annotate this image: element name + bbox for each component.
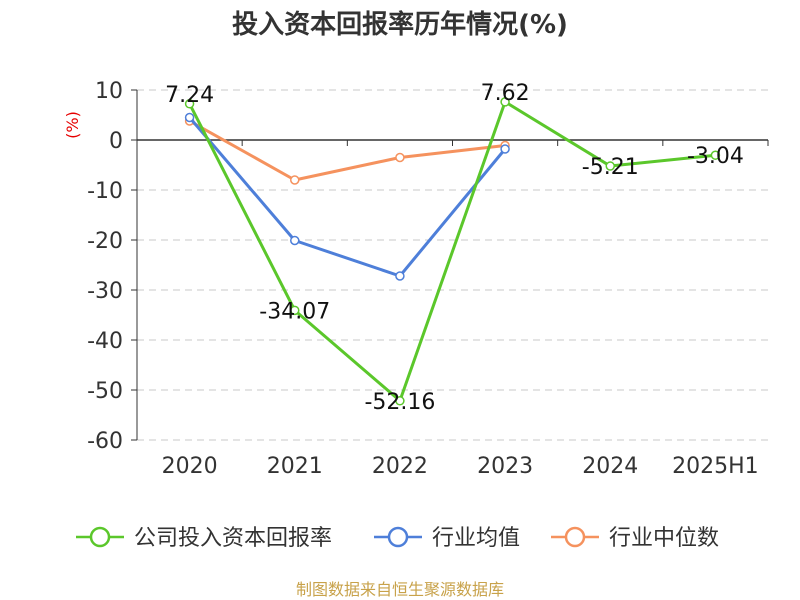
y-tick-label: 10 bbox=[95, 79, 123, 104]
x-tick-label: 2023 bbox=[477, 454, 533, 479]
chart-title: 投入资本回报率历年情况(%) bbox=[232, 9, 568, 40]
legend-marker-icon bbox=[387, 526, 409, 548]
x-tick-label: 2022 bbox=[372, 454, 428, 479]
data-point bbox=[395, 396, 405, 406]
data-point bbox=[290, 235, 300, 246]
y-tick-label: -50 bbox=[87, 379, 123, 404]
legend-label: 行业中位数 bbox=[609, 526, 719, 551]
y-tick-label: -20 bbox=[87, 229, 123, 254]
x-tick-label: 2025H1 bbox=[672, 454, 759, 479]
data-point bbox=[500, 97, 510, 107]
legend-marker-icon bbox=[89, 526, 111, 548]
data-label: -52.16 bbox=[364, 390, 435, 415]
data-label: -5.21 bbox=[582, 155, 639, 180]
legend-label: 公司投入资本回报率 bbox=[134, 526, 332, 551]
data-point bbox=[395, 271, 405, 281]
data-point bbox=[290, 175, 300, 185]
data-label: 7.62 bbox=[481, 81, 530, 106]
data-point bbox=[500, 144, 510, 154]
data-label: 7.24 bbox=[165, 83, 214, 108]
legend: 公司投入资本回报率 行业均值 行业中位数 bbox=[76, 526, 719, 551]
y-tick-label: -30 bbox=[87, 279, 123, 304]
series-group bbox=[184, 97, 721, 406]
y-axis-unit: (%) bbox=[63, 111, 82, 139]
data-point bbox=[184, 99, 195, 109]
y-tick-label: 0 bbox=[109, 129, 123, 154]
y-tick-label: -40 bbox=[87, 329, 123, 354]
legend-marker-icon bbox=[564, 526, 586, 548]
y-tick-label: -10 bbox=[87, 179, 123, 204]
grid-lines bbox=[137, 89, 768, 441]
data-point bbox=[710, 150, 721, 160]
legend-item[interactable]: 行业均值 bbox=[374, 526, 520, 551]
legend-label: 行业均值 bbox=[432, 526, 520, 551]
x-tick-label: 2021 bbox=[267, 454, 323, 479]
series-line bbox=[188, 119, 506, 182]
data-point bbox=[184, 112, 195, 123]
data-point bbox=[290, 305, 300, 316]
legend-item[interactable]: 行业中位数 bbox=[551, 526, 719, 551]
axes: 10 0 -10 -20 -30 -40 -50 -60 2020 2021 2022 2023 202… bbox=[87, 79, 769, 479]
legend-item[interactable]: 公司投入资本回报率 bbox=[76, 526, 332, 551]
data-label: -3.04 bbox=[687, 144, 744, 169]
data-point bbox=[605, 161, 615, 171]
y-tick-label: -60 bbox=[87, 429, 123, 454]
data-label: -34.07 bbox=[259, 299, 330, 324]
x-tick-label: 2024 bbox=[582, 454, 638, 479]
series-line bbox=[188, 100, 716, 403]
data-labels: 7.24 -34.07 -52.16 7.62 -5.21 -3.04 bbox=[165, 81, 744, 415]
source-note: 制图数据来自恒生聚源数据库 bbox=[296, 580, 504, 599]
data-point bbox=[395, 152, 405, 163]
series-line bbox=[188, 116, 507, 278]
x-tick-label: 2020 bbox=[162, 454, 218, 479]
